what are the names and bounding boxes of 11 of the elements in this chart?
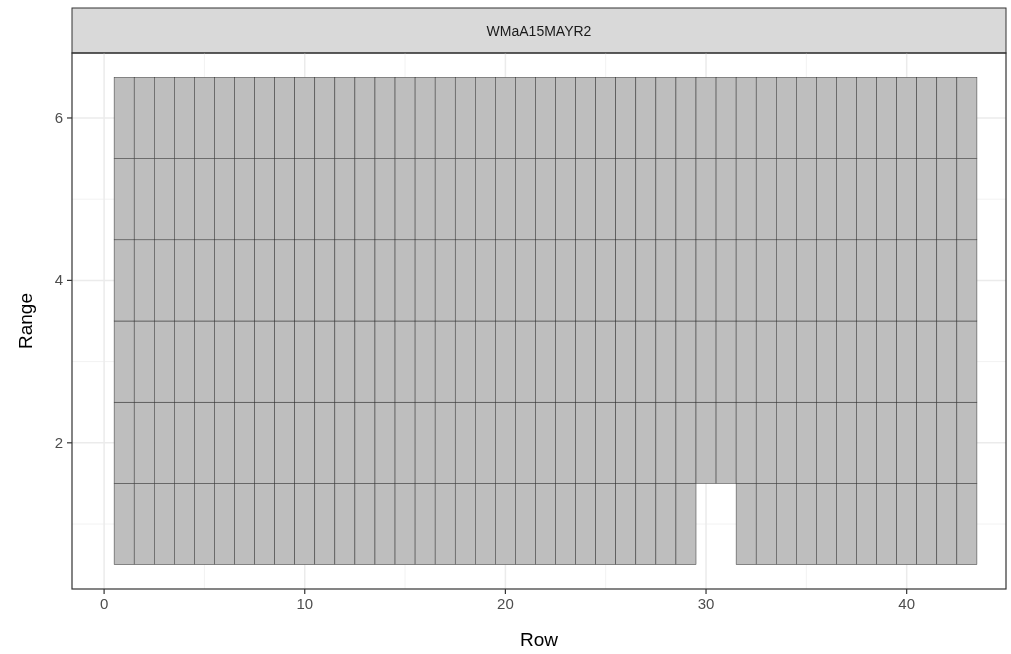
y-tick-label: 4	[54, 271, 63, 289]
chart-title: WMaA15MAYR2	[486, 22, 592, 39]
x-tick-label: 0	[99, 595, 109, 612]
y-tick-label: 6	[54, 108, 63, 126]
x-tick-label: 20	[497, 595, 514, 612]
x-tick-label: 30	[697, 595, 715, 612]
x-axis-title: Row	[519, 629, 559, 650]
x-tick-label: 40	[898, 595, 916, 612]
y-tick-label: 2	[54, 433, 63, 451]
x-tick-label: 10	[296, 595, 314, 612]
y-axis-title: Range	[15, 293, 36, 349]
